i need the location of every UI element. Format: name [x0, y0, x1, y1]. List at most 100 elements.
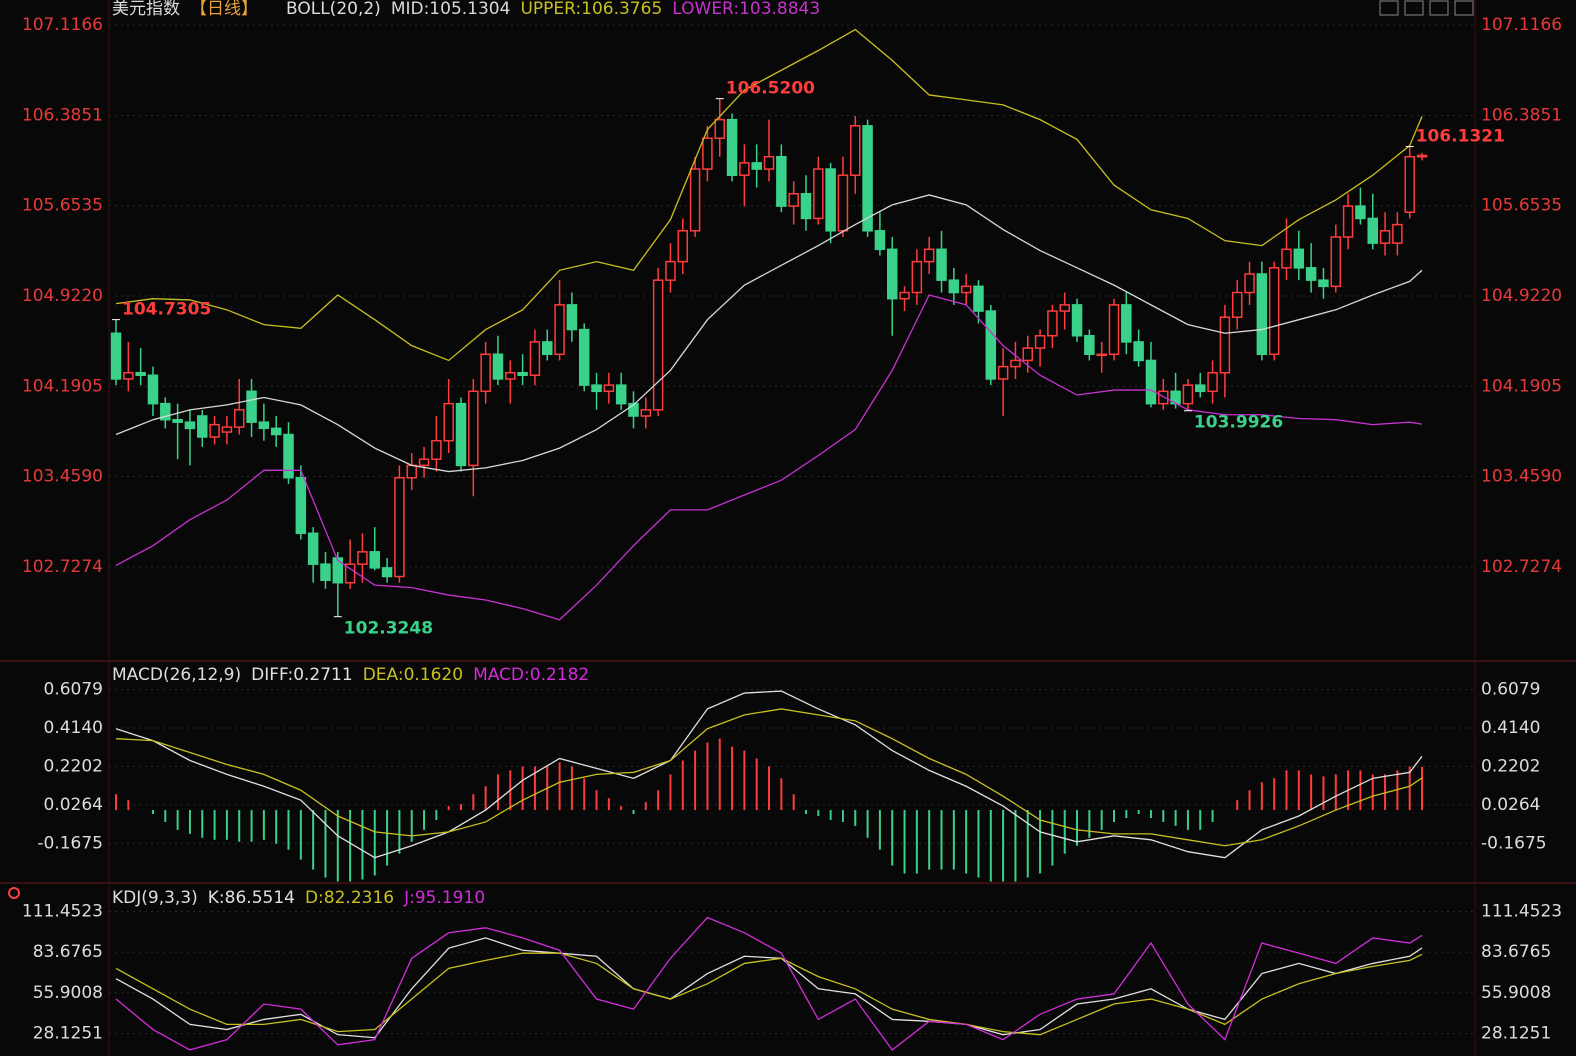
candle-body [1145, 359, 1157, 405]
candle-body [468, 390, 479, 467]
candle-body [850, 125, 861, 176]
candle-body [1404, 155, 1415, 214]
indicator-line [115, 690, 1423, 859]
indicator-line [115, 294, 1423, 621]
y-tick-label: 28.1251 [33, 1024, 103, 1044]
candle-body [480, 353, 491, 393]
candle-body [1231, 291, 1243, 318]
candle-body [874, 230, 886, 251]
candle-body [221, 426, 233, 433]
candle-body [997, 365, 1009, 380]
candle-body [123, 372, 134, 380]
y-tick-label-right: 104.1905 [1481, 376, 1562, 396]
legend-label: J:95.1910 [403, 888, 485, 908]
candle-body [233, 409, 245, 428]
candle-body [1022, 347, 1034, 362]
candle-body [110, 332, 122, 380]
legend-label: BOLL(20,2) [286, 0, 381, 19]
candle-body [1219, 316, 1231, 374]
extreme-label: 103.9926 [1194, 413, 1283, 433]
candle-body [825, 168, 836, 232]
candle-body [936, 248, 947, 281]
y-tick-label: 55.9008 [33, 983, 103, 1003]
candle-body [615, 384, 627, 405]
indicator-line [115, 194, 1423, 473]
candle-body [1010, 359, 1021, 368]
candle-body [800, 192, 812, 220]
candle-body [283, 433, 294, 479]
candle-body [1281, 248, 1292, 269]
legend-label: DIFF:0.2711 [251, 665, 353, 685]
candle-body [1158, 390, 1169, 405]
legend-label: MID:105.1304 [391, 0, 511, 19]
y-tick-label: 104.9220 [22, 286, 103, 306]
legend-label: MACD:0.2182 [473, 665, 589, 685]
candle-body [418, 458, 430, 467]
candle-body [862, 125, 873, 232]
candle-body [160, 402, 171, 421]
candle-body [578, 328, 590, 386]
legend-label: DEA:0.1620 [363, 665, 463, 685]
candle-body [1416, 154, 1428, 158]
y-tick-label: 107.1166 [22, 15, 103, 35]
y-tick-label-right: 102.7274 [1481, 557, 1562, 577]
candle-body [689, 168, 701, 232]
icon[interactable] [1454, 0, 1474, 16]
y-tick-label-right: 28.1251 [1481, 1024, 1551, 1044]
candle-body [1268, 267, 1280, 356]
extreme-label: 106.1321 [1416, 127, 1505, 147]
candle-body [184, 421, 196, 430]
legend-label: D:82.2316 [305, 888, 394, 908]
settings-icon[interactable] [8, 887, 20, 899]
candle-body [899, 291, 910, 300]
candle-body [739, 162, 750, 176]
candle-body [948, 279, 960, 294]
candle-body [1182, 384, 1194, 405]
y-tick-label-right: 0.2202 [1481, 756, 1540, 776]
icon[interactable] [1429, 0, 1449, 16]
toolbar-icons[interactable] [1379, 0, 1474, 16]
y-tick-label-right: 105.6535 [1481, 196, 1562, 216]
candle-body [332, 557, 344, 584]
candle-body [1071, 304, 1083, 337]
y-tick-label-right: 104.9220 [1481, 286, 1562, 306]
candle-body [973, 285, 984, 312]
candle-body [369, 551, 381, 569]
candle-body [813, 168, 824, 220]
y-tick-label: 0.4140 [44, 718, 103, 738]
legend-label: LOWER:103.8843 [672, 0, 820, 19]
candle-body [147, 374, 159, 405]
candle-body [431, 439, 442, 460]
candle-body [1330, 236, 1342, 288]
y-tick-label-right: 103.4590 [1481, 467, 1562, 487]
candle-body [911, 260, 923, 294]
candle-body [381, 567, 393, 578]
icon[interactable] [1379, 0, 1399, 16]
candle-body [1121, 304, 1132, 343]
candle-body [652, 279, 664, 411]
candle-body [960, 285, 972, 294]
candle-body [1293, 248, 1305, 269]
candle-body [455, 402, 467, 467]
y-tick-label-right: 0.4140 [1481, 718, 1540, 738]
y-tick-label-right: 107.1166 [1481, 15, 1562, 35]
y-tick-label-right: 106.3851 [1481, 105, 1562, 125]
candle-body [1133, 341, 1144, 362]
y-tick-label: 0.2202 [44, 756, 103, 776]
legend-label: KDJ(9,3,3) [112, 888, 198, 908]
candle-body [1379, 230, 1391, 244]
candle-body [776, 155, 787, 207]
candle-body [1084, 334, 1095, 356]
candle-body [566, 304, 578, 331]
candle-body [591, 384, 602, 393]
icon[interactable] [1404, 0, 1424, 16]
extreme-label: 106.5200 [726, 79, 815, 99]
y-tick-label-right: 83.6765 [1481, 942, 1551, 962]
candle-body [357, 551, 368, 565]
candle-body [1059, 304, 1070, 312]
y-tick-label: 103.4590 [22, 467, 103, 487]
y-tick-label-right: 55.9008 [1481, 983, 1551, 1003]
legend-label: 美元指数 [112, 0, 180, 19]
